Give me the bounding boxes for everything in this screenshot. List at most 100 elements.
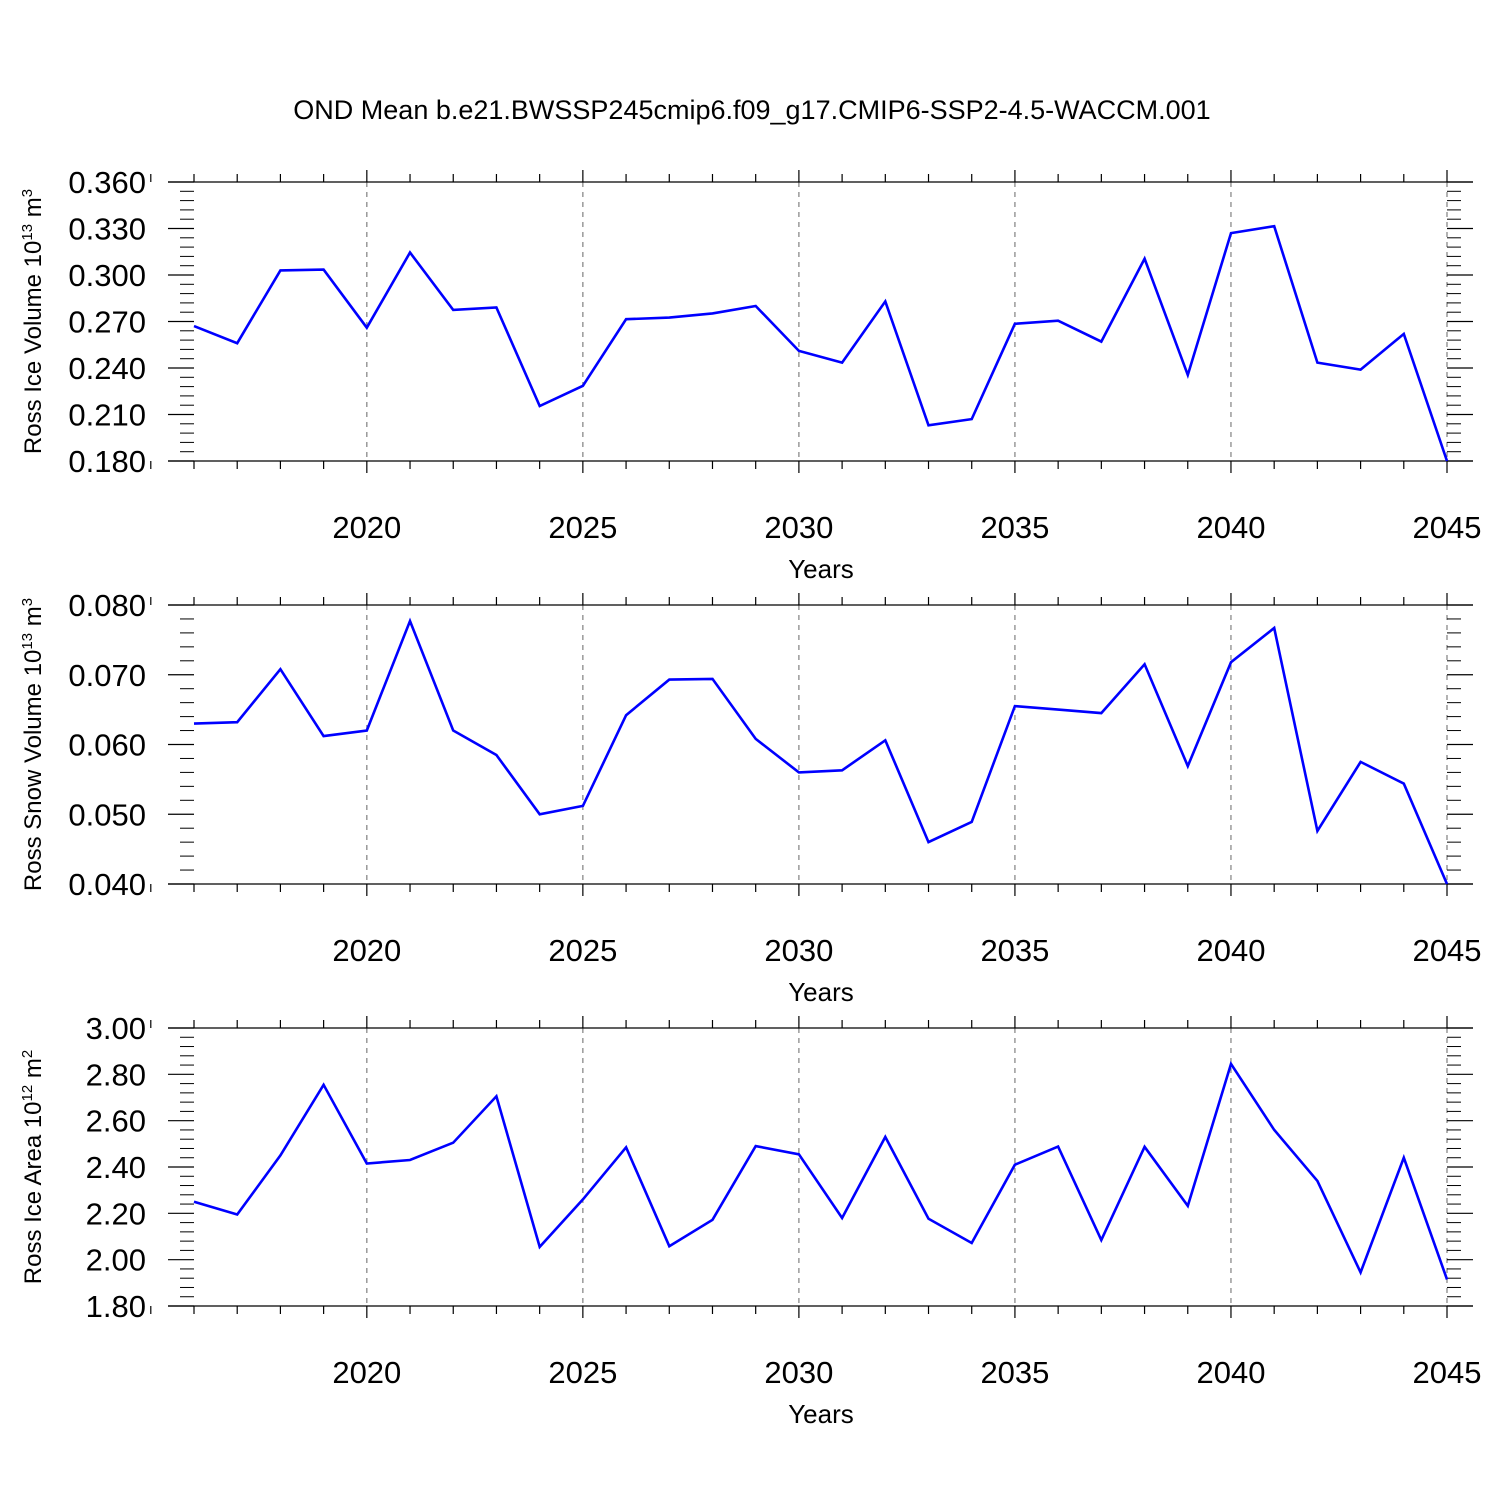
- data-point: [1143, 257, 1146, 260]
- y-tick-label: 0.060: [68, 728, 146, 763]
- data-point: [841, 1216, 844, 1219]
- data-point: [711, 1218, 714, 1221]
- y-tick-label: 0.270: [68, 305, 146, 340]
- data-point: [1229, 661, 1232, 664]
- data-point: [279, 269, 282, 272]
- x-axis-title: Years: [788, 554, 854, 584]
- data-point: [193, 1200, 196, 1203]
- data-point: [927, 424, 930, 427]
- y-tick-label: 0.300: [68, 258, 146, 293]
- data-point: [884, 300, 887, 303]
- data-point: [927, 1217, 930, 1220]
- data-point: [1359, 368, 1362, 371]
- data-point: [538, 1245, 541, 1248]
- y-tick-label: 1.80: [86, 1289, 146, 1324]
- data-point: [581, 1198, 584, 1201]
- data-point: [1057, 319, 1060, 322]
- x-tick-label: 2035: [980, 510, 1049, 545]
- data-point: [1100, 712, 1103, 715]
- y-tick-label: 0.080: [68, 588, 146, 623]
- data-point: [1013, 322, 1016, 325]
- panel-1: 0.180 0.210 0.240 0.270 0.300 0.330 0.360 2020 2…: [19, 165, 1481, 584]
- data-point: [236, 721, 239, 724]
- data-point: [1446, 1278, 1449, 1281]
- y-tick-label: 3.00: [86, 1011, 146, 1046]
- data-point: [754, 737, 757, 740]
- y-axis-title: Ross Ice Volume 1013 m3: [19, 189, 47, 454]
- data-point: [236, 1213, 239, 1216]
- x-tick-label: 2025: [548, 933, 617, 968]
- y-tick-label: 2.00: [86, 1243, 146, 1278]
- data-point: [495, 306, 498, 309]
- panels: 0.180 0.210 0.240 0.270 0.300 0.330 0.360 2020 2…: [19, 165, 1481, 1429]
- data-point: [193, 325, 196, 328]
- data-point: [668, 678, 671, 681]
- data-point: [797, 349, 800, 352]
- data-point: [452, 729, 455, 732]
- x-tick-label: 2045: [1413, 1355, 1482, 1390]
- y-tick-label: 0.050: [68, 797, 146, 832]
- data-point: [625, 1146, 628, 1149]
- data-point: [1359, 1271, 1362, 1274]
- data-point: [1057, 708, 1060, 711]
- data-point: [1402, 1156, 1405, 1159]
- x-tick-label: 2030: [764, 933, 833, 968]
- data-point: [970, 820, 973, 823]
- data-point: [236, 342, 239, 345]
- data-point: [927, 841, 930, 844]
- data-point: [1446, 460, 1449, 463]
- panel-3: 1.80 2.00 2.20 2.40 2.60 2.80 3.00 2020 2025 2030…: [19, 1011, 1481, 1429]
- y-tick-label: 2.40: [86, 1150, 146, 1185]
- data-point: [452, 308, 455, 311]
- x-tick-label: 2035: [980, 1355, 1049, 1390]
- data-point: [409, 620, 412, 623]
- data-point: [1143, 663, 1146, 666]
- y-tick-label: 0.040: [68, 867, 146, 902]
- data-point: [1446, 883, 1449, 886]
- x-tick-label: 2030: [764, 1355, 833, 1390]
- data-point: [279, 1154, 282, 1157]
- y-tick-label: 0.180: [68, 444, 146, 479]
- panel-2: 0.040 0.050 0.060 0.070 0.080 2020 2025 2030 203…: [19, 588, 1481, 1007]
- data-point: [754, 1145, 757, 1148]
- data-point: [711, 677, 714, 680]
- data-point: [1186, 1204, 1189, 1207]
- data-point: [409, 1159, 412, 1162]
- x-tick-label: 2040: [1196, 510, 1265, 545]
- series-line: [193, 1060, 1449, 1280]
- data-point: [884, 739, 887, 742]
- x-tick-label: 2030: [764, 510, 833, 545]
- data-point: [711, 312, 714, 315]
- y-tick-label: 2.60: [86, 1104, 146, 1139]
- y-axis-title: Ross Ice Area 1012 m2: [19, 1050, 47, 1284]
- chart-title: OND Mean b.e21.BWSSP245cmip6.f09_g17.CMI…: [293, 95, 1210, 125]
- data-point: [581, 804, 584, 807]
- y-tick-label: 0.240: [68, 351, 146, 386]
- series-line: [193, 224, 1449, 462]
- data-point: [1359, 760, 1362, 763]
- data-point: [1100, 1238, 1103, 1241]
- y-tick-label: 0.070: [68, 658, 146, 693]
- data-point: [797, 1153, 800, 1156]
- data-point: [1273, 1128, 1276, 1131]
- data-point: [1186, 765, 1189, 768]
- data-point: [668, 1245, 671, 1248]
- data-point: [1316, 829, 1319, 832]
- x-tick-label: 2040: [1196, 1355, 1265, 1390]
- x-tick-label: 2040: [1196, 933, 1265, 968]
- data-point: [625, 318, 628, 321]
- data-point: [193, 722, 196, 725]
- data-point: [1057, 1145, 1060, 1148]
- data-point: [581, 384, 584, 387]
- x-tick-label: 2020: [332, 1355, 401, 1390]
- x-tick-label: 2025: [548, 1355, 617, 1390]
- data-point: [1229, 232, 1232, 235]
- data-point: [452, 1141, 455, 1144]
- data-point: [1186, 373, 1189, 376]
- x-tick-label: 2035: [980, 933, 1049, 968]
- data-point: [322, 1083, 325, 1086]
- data-point: [1013, 705, 1016, 708]
- data-point: [322, 735, 325, 738]
- data-point: [1273, 225, 1276, 228]
